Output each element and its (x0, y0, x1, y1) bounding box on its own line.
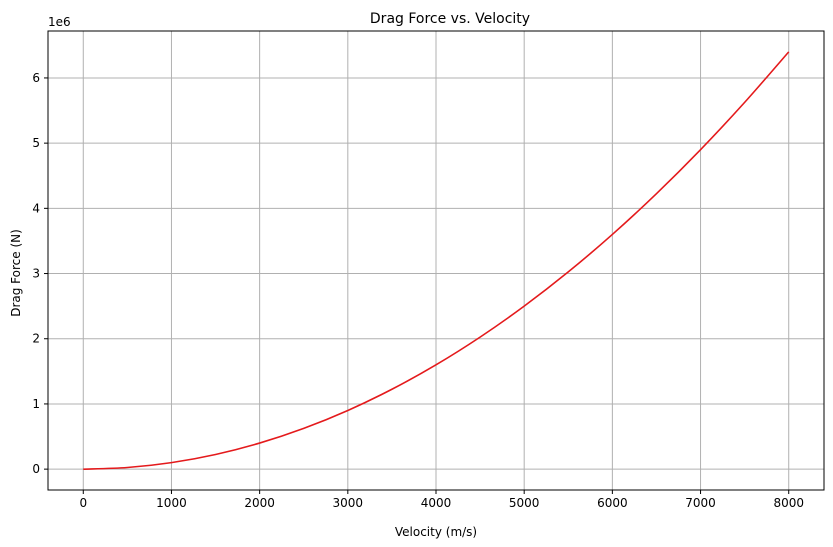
x-tick-label: 4000 (421, 496, 452, 510)
y-offset-label: 1e6 (48, 15, 71, 29)
y-tick-label: 0 (32, 462, 40, 476)
x-tick-label: 2000 (244, 496, 275, 510)
grid-lines (48, 31, 824, 490)
chart-title: Drag Force vs. Velocity (370, 11, 530, 27)
x-axis-label: Velocity (m/s) (395, 525, 477, 539)
x-axis: 0 1000 2000 3000 4000 5000 6000 7000 8000 (79, 490, 804, 510)
y-tick-label: 3 (32, 267, 40, 281)
x-tick-label: 3000 (333, 496, 364, 510)
x-tick-label: 5000 (509, 496, 540, 510)
y-axis-label: Drag Force (N) (9, 229, 23, 317)
x-tick-label: 8000 (773, 496, 804, 510)
y-tick-label: 6 (32, 71, 40, 85)
y-tick-label: 2 (32, 332, 40, 346)
y-tick-label: 5 (32, 136, 40, 150)
x-tick-label: 7000 (685, 496, 716, 510)
y-tick-label: 4 (32, 201, 40, 215)
series-line (83, 51, 790, 470)
y-tick-label: 1 (32, 397, 40, 411)
x-tick-label: 1000 (156, 496, 187, 510)
series-group (83, 51, 790, 470)
x-tick-label: 0 (79, 496, 87, 510)
x-tick-label: 6000 (597, 496, 628, 510)
y-axis: 0 1 2 3 4 5 6 (32, 71, 48, 476)
